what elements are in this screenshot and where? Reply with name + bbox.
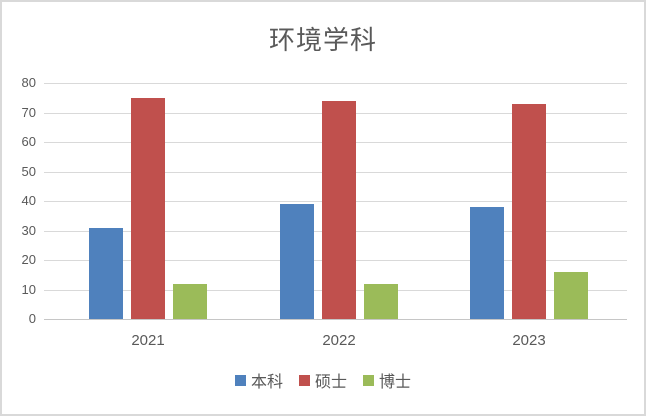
bar-2021-硕士 — [131, 98, 165, 319]
x-tick-label-2023: 2023 — [512, 332, 546, 349]
legend-label: 本科 — [250, 374, 283, 391]
y-tick-label-30: 30 — [21, 223, 36, 238]
bar-2021-本科 — [89, 228, 123, 319]
legend-label: 硕士 — [314, 374, 347, 391]
y-tick-label-50: 50 — [21, 164, 36, 179]
legend-marker-icon — [363, 374, 374, 386]
y-tick-label-80: 80 — [21, 75, 36, 90]
bar-2022-硕士 — [322, 101, 356, 319]
gridline-0 — [44, 319, 627, 320]
x-tick-label-2022: 2022 — [322, 332, 356, 349]
bar-2023-本科 — [470, 207, 504, 319]
y-tick-label-0: 0 — [28, 311, 36, 326]
legend-item-硕士: 硕士 — [298, 368, 347, 392]
x-tick-label-2021: 2021 — [131, 332, 165, 349]
gridline-80 — [44, 83, 627, 84]
legend-label: 博士 — [379, 374, 412, 391]
bar-2022-本科 — [280, 204, 314, 319]
legend-marker-icon — [298, 374, 310, 386]
y-tick-label-70: 70 — [21, 105, 36, 120]
y-tick-label-20: 20 — [21, 252, 36, 267]
y-tick-label-40: 40 — [21, 193, 36, 208]
bar-2021-博士 — [173, 284, 207, 319]
legend: 本科 硕士 博士 — [2, 368, 644, 392]
y-tick-label-60: 60 — [21, 134, 36, 149]
bar-2023-硕士 — [512, 104, 546, 319]
y-tick-label-10: 10 — [21, 282, 36, 297]
chart-title: 环境学科 — [268, 26, 377, 55]
legend-marker-icon — [234, 374, 246, 386]
plot-area — [44, 83, 627, 320]
bar-2023-博士 — [554, 272, 588, 319]
bar-2022-博士 — [364, 284, 398, 319]
legend-item-博士: 博士 — [363, 368, 411, 392]
legend-item-本科: 本科 — [234, 368, 283, 392]
